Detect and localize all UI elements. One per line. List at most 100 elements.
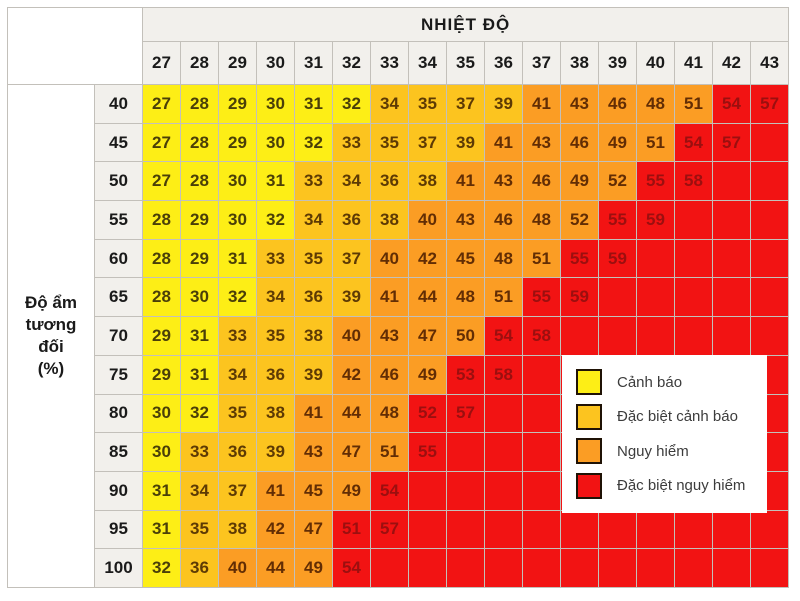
- heat-index-cell: 37: [408, 122, 447, 163]
- heat-index-cell: [712, 161, 751, 202]
- heat-index-cell: [522, 432, 561, 472]
- heat-index-cell: [560, 316, 599, 356]
- temp-header-cell: 43: [749, 41, 790, 85]
- heat-index-cell: 27: [142, 84, 181, 124]
- humidity-header-cell: 90: [94, 470, 143, 511]
- heat-index-cell: [522, 354, 561, 395]
- heat-index-cell: 55: [636, 161, 675, 202]
- heat-index-cell: 29: [180, 238, 219, 279]
- table-row: 65 28 30 32 34 36 39 41 44 48 51 55 59: [8, 277, 790, 318]
- heat-index-cell: 31: [180, 354, 219, 395]
- heat-index-cell: 32: [142, 548, 181, 588]
- heat-index-cell: [749, 122, 790, 163]
- heat-index-cell: [446, 432, 485, 472]
- temp-header-cell: 41: [674, 41, 713, 85]
- heat-index-cell: 43: [560, 84, 599, 124]
- heat-index-cell: [712, 316, 751, 356]
- heat-index-cell: 33: [218, 316, 257, 356]
- heat-index-cell: 47: [332, 432, 371, 472]
- temp-header-cell: 37: [522, 41, 561, 85]
- humidity-header-cell: 95: [94, 509, 143, 550]
- heat-index-cell: 30: [256, 84, 295, 124]
- humidity-header-cell: 55: [94, 200, 143, 240]
- heat-index-cell: 48: [370, 393, 409, 434]
- heat-index-cell: 53: [446, 354, 485, 395]
- heat-index-cell: [598, 277, 637, 318]
- heat-index-cell: 42: [256, 509, 295, 550]
- heat-index-cell: 40: [408, 200, 447, 240]
- heat-index-cell: 38: [294, 316, 333, 356]
- humidity-header-cell: 75: [94, 354, 143, 395]
- heat-index-cell: [749, 277, 790, 318]
- heat-index-cell: 52: [598, 161, 637, 202]
- heat-index-cell: 46: [484, 200, 523, 240]
- heat-index-cell: 33: [256, 238, 295, 279]
- heat-index-chart: NHIỆT ĐỘ 27 28 29 30 31 32 33 34 35 36 37 38 39 40 41 42…: [7, 7, 790, 588]
- table-row: 60 28 29 31 33 35 37 40 42 45 48 51 55 59: [8, 238, 790, 279]
- heat-index-cell: 43: [294, 432, 333, 472]
- heat-index-cell: 49: [560, 161, 599, 202]
- heat-index-cell: 54: [674, 122, 713, 163]
- heat-index-cell: 39: [484, 84, 523, 124]
- heat-index-cell: [674, 316, 713, 356]
- heat-index-cell: 35: [370, 122, 409, 163]
- heat-index-cell: 44: [408, 277, 447, 318]
- humidity-header-cell: 45: [94, 122, 143, 163]
- heat-index-cell: [674, 509, 713, 550]
- heat-index-cell: 33: [180, 432, 219, 472]
- table-row: 50 27 28 30 31 33 34 36 38 41 43 46 49 52 55 58: [8, 161, 790, 202]
- heat-index-cell: 32: [332, 84, 371, 124]
- humidity-header-cell: 80: [94, 393, 143, 434]
- heat-index-cell: [636, 277, 675, 318]
- temp-header-cell: 39: [598, 41, 637, 85]
- temp-header-cell: 32: [332, 41, 371, 85]
- heat-index-cell: 30: [180, 277, 219, 318]
- heat-index-cell: 29: [142, 354, 181, 395]
- heat-index-cell: 39: [332, 277, 371, 318]
- heat-index-cell: [484, 509, 523, 550]
- heat-index-cell: 42: [408, 238, 447, 279]
- heat-index-cell: 41: [256, 470, 295, 511]
- heat-index-cell: 33: [332, 122, 371, 163]
- heat-index-cell: [370, 548, 409, 588]
- heat-index-cell: 36: [256, 354, 295, 395]
- heat-index-cell: 51: [370, 432, 409, 472]
- heat-index-cell: 48: [522, 200, 561, 240]
- heat-index-cell: 59: [636, 200, 675, 240]
- heat-index-cell: [674, 277, 713, 318]
- heat-index-cell: 55: [560, 238, 599, 279]
- heat-index-cell: [446, 470, 485, 511]
- heat-index-cell: 32: [256, 200, 295, 240]
- temp-header-cell: 33: [370, 41, 409, 85]
- heat-index-cell: 35: [218, 393, 257, 434]
- heat-index-cell: [712, 277, 751, 318]
- heat-index-cell: 36: [218, 432, 257, 472]
- heat-index-cell: 39: [446, 122, 485, 163]
- legend-swatch-icon: [576, 438, 602, 465]
- legend-label: Nguy hiểm: [617, 442, 689, 460]
- heat-index-cell: 35: [256, 316, 295, 356]
- heat-index-cell: 57: [370, 509, 409, 550]
- legend-swatch-icon: [576, 472, 602, 499]
- heat-index-cell: 31: [180, 316, 219, 356]
- heat-index-cell: [446, 509, 485, 550]
- heat-index-cell: 58: [484, 354, 523, 395]
- heat-index-cell: 30: [218, 161, 257, 202]
- heat-index-cell: [749, 548, 790, 588]
- heat-index-cell: [522, 509, 561, 550]
- y-axis-label-line: đối: [38, 337, 64, 356]
- humidity-header-cell: 50: [94, 161, 143, 202]
- heat-index-cell: 51: [636, 122, 675, 163]
- temp-header-cell: 30: [256, 41, 295, 85]
- heat-index-cell: 30: [142, 432, 181, 472]
- heat-index-cell: [674, 238, 713, 279]
- heat-index-cell: 47: [294, 509, 333, 550]
- temp-header-cell: 35: [446, 41, 485, 85]
- heat-index-cell: 44: [256, 548, 295, 588]
- heat-index-cell: 29: [180, 200, 219, 240]
- heat-index-cell: [636, 509, 675, 550]
- y-axis-label-line: Độ ẩm: [25, 292, 77, 312]
- heat-index-cell: 36: [294, 277, 333, 318]
- humidity-header-cell: 60: [94, 238, 143, 279]
- heat-index-cell: 28: [142, 200, 181, 240]
